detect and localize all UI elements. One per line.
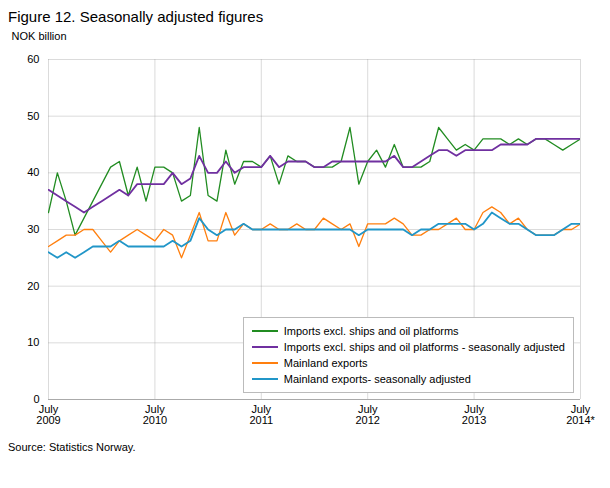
svg-text:20: 20 [27,280,39,292]
svg-text:0: 0 [33,393,39,405]
svg-text:July2012: July2012 [355,403,379,426]
svg-text:30: 30 [27,223,39,235]
html-text:Source: Statistics Norway.: Source: Statistics Norway. [8,441,136,453]
svg-text:July2011: July2011 [249,403,273,426]
svg-text:July2009: July2009 [36,403,60,426]
svg-text:July2014*: July2014* [566,403,595,426]
svg-text:10: 10 [27,336,39,348]
svg-text:50: 50 [27,110,39,122]
svg-text:NOK billion: NOK billion [12,30,67,42]
html-text:Mainland exports: Mainland exports [283,357,368,369]
html-text:Mainland exports- seasonally a: Mainland exports- seasonally adjusted [283,373,471,385]
html-text:Imports excl. ships and oil pl: Imports excl. ships and oil platforms - … [283,341,565,353]
svg-text:July2013: July2013 [462,403,486,426]
svg-text:60: 60 [27,53,39,65]
html-text:Figure 12. Seasonally adjusted: Figure 12. Seasonally adjusted figures [8,8,264,25]
html-text:Imports excl. ships and oil pl: Imports excl. ships and oil platforms [283,325,459,337]
svg-text:40: 40 [27,166,39,178]
svg-text:July2010: July2010 [143,403,167,426]
